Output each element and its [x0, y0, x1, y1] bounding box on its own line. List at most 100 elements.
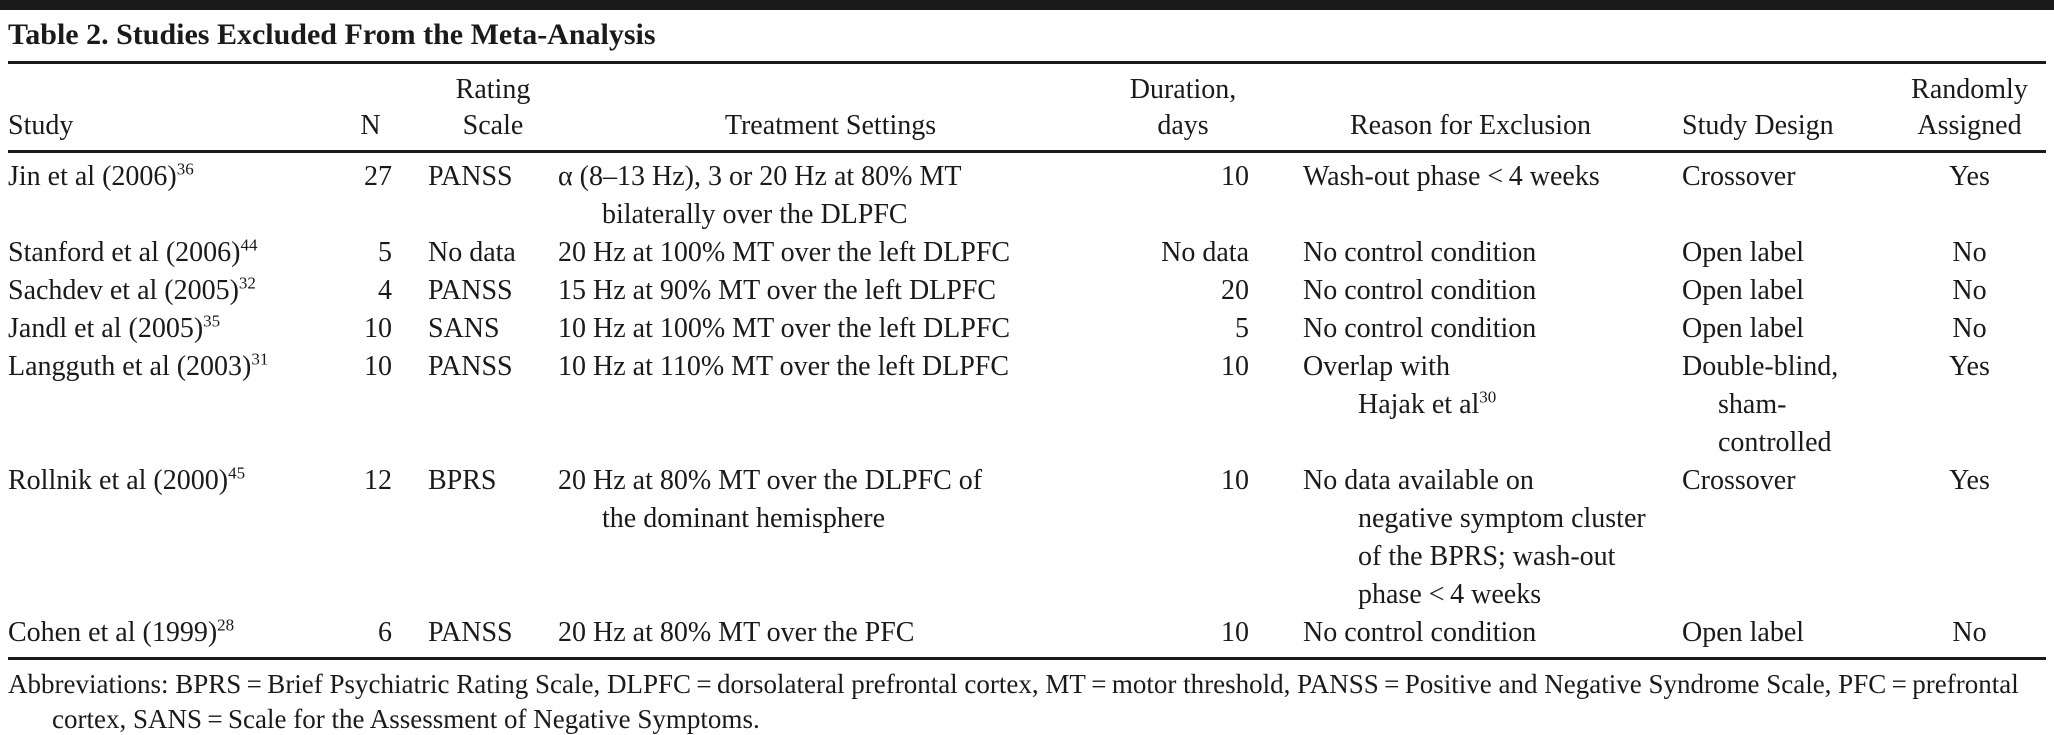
header-line: Randomly	[1911, 74, 2028, 105]
cell-study-design: Crossover	[1678, 152, 1893, 235]
cell-reason-for-exclusion: No control condition	[1263, 234, 1678, 272]
reason-text: Hajak et al	[1358, 389, 1480, 420]
cell-reason-for-exclusion: No control condition	[1263, 310, 1678, 348]
study-name: Jandl et al (2005)	[8, 313, 204, 344]
cell-reason-for-exclusion: No data available on negative symptom cl…	[1263, 462, 1678, 614]
cell-treatment-settings: 20 Hz at 100% MT over the left DLPFC	[558, 234, 1103, 272]
col-header-study-design: Study Design	[1678, 64, 1893, 153]
study-name: Langguth et al (2003)	[8, 351, 252, 382]
cell-n: 5	[378, 237, 392, 268]
reason-line: No control condition	[1303, 237, 1537, 268]
reason-line: Overlap with	[1303, 351, 1450, 382]
col-header-study: Study	[8, 64, 343, 153]
header-line: Duration,	[1129, 74, 1237, 105]
reason-line: phase < 4 weeks	[1358, 579, 1542, 610]
col-header-randomly-assigned: Randomly Assigned	[1893, 64, 2046, 153]
reason-line: of the BPRS; wash-out	[1358, 541, 1616, 572]
table-row: Stanford et al (2006)44 5 No data 20 Hz …	[8, 234, 2046, 272]
treatment-line: 20 Hz at 80% MT over the PFC	[558, 617, 915, 648]
cell-duration: 10	[1221, 351, 1249, 382]
cell-randomly-assigned: Yes	[1949, 161, 1990, 192]
reference-superscript: 31	[251, 349, 269, 369]
cell-study: Sachdev et al (2005)32	[8, 272, 343, 310]
design-line: Open label	[1682, 275, 1805, 306]
table-row: Rollnik et al (2000)45 12 BPRS 20 Hz at …	[8, 462, 2046, 614]
treatment-line: 20 Hz at 80% MT over the DLPFC of	[558, 465, 983, 496]
reason-line: Wash-out phase < 4 weeks	[1303, 161, 1600, 192]
table-row: Jandl et al (2005)35 10 SANS 10 Hz at 10…	[8, 310, 2046, 348]
treatment-line: 20 Hz at 100% MT over the left DLPFC	[558, 237, 1011, 268]
reference-superscript: 28	[217, 615, 235, 635]
table-row: Jin et al (2006)36 27 PANSS α (8–13 Hz),…	[8, 152, 2046, 235]
cell-study: Rollnik et al (2000)45	[8, 462, 343, 614]
study-name: Jin et al (2006)	[8, 161, 177, 192]
cell-treatment-settings: 10 Hz at 110% MT over the left DLPFC	[558, 348, 1103, 462]
table-body: Jin et al (2006)36 27 PANSS α (8–13 Hz),…	[8, 152, 2046, 660]
treatment-line: bilaterally over the DLPFC	[602, 199, 908, 230]
cell-n: 6	[343, 614, 398, 660]
reference-superscript: 35	[203, 311, 221, 331]
header-line: Assigned	[1917, 110, 2022, 141]
cell-study-design: Open label	[1678, 614, 1893, 660]
cell-reason-for-exclusion: No control condition	[1263, 614, 1678, 660]
study-name: Cohen et al (1999)	[8, 617, 218, 648]
design-line: Crossover	[1682, 161, 1796, 192]
design-line: Double-blind,	[1682, 351, 1839, 382]
header-line: days	[1157, 110, 1209, 141]
design-line: Open label	[1682, 237, 1805, 268]
reason-line: No data available on	[1303, 465, 1534, 496]
study-name: Rollnik et al (2000)	[8, 465, 229, 496]
design-line: Open label	[1682, 617, 1805, 648]
cell-rating-scale: PANSS	[428, 161, 513, 192]
col-header-rating-scale: Rating Scale	[398, 64, 558, 153]
reference-superscript: 45	[228, 463, 246, 483]
cell-treatment-settings: α (8–13 Hz), 3 or 20 Hz at 80% MT bilate…	[558, 152, 1103, 235]
table-title: Table 2. Studies Excluded From the Meta-…	[8, 10, 2046, 64]
cell-randomly-assigned: Yes	[1949, 465, 1990, 496]
cell-study-design: Open label	[1678, 272, 1893, 310]
treatment-line: α (8–13 Hz), 3 or 20 Hz at 80% MT	[558, 161, 962, 192]
cell-study: Langguth et al (2003)31	[8, 348, 343, 462]
cell-reason-for-exclusion: No control condition	[1263, 272, 1678, 310]
study-name: Stanford et al (2006)	[8, 237, 241, 268]
table-row: Langguth et al (2003)31 10 PANSS 10 Hz a…	[8, 348, 2046, 462]
cell-treatment-settings: 15 Hz at 90% MT over the left DLPFC	[558, 272, 1103, 310]
study-name: Sachdev et al (2005)	[8, 275, 239, 306]
cell-rating-scale: BPRS	[428, 465, 497, 496]
treatment-line: the dominant hemisphere	[602, 503, 886, 534]
cell-rating-scale: PANSS	[428, 275, 513, 306]
cell-study: Jin et al (2006)36	[8, 152, 343, 235]
header-line: Scale	[462, 110, 524, 141]
table-header: Study N Rating Scale Treatment Settings …	[8, 64, 2046, 153]
cell-duration: No data	[1161, 237, 1249, 268]
treatment-line: 10 Hz at 100% MT over the left DLPFC	[558, 313, 1011, 344]
cell-rating-scale: PANSS	[428, 351, 513, 382]
cell-rating-scale: PANSS	[398, 614, 558, 660]
cell-reason-for-exclusion: Wash-out phase < 4 weeks	[1263, 152, 1678, 235]
cell-n: 27	[364, 161, 392, 192]
cell-randomly-assigned: No	[1893, 614, 2046, 660]
cell-study-design: Open label	[1678, 310, 1893, 348]
design-line: sham-	[1718, 389, 1787, 420]
cell-rating-scale: No data	[428, 237, 516, 268]
cell-study-design: Open label	[1678, 234, 1893, 272]
header-row: Study N Rating Scale Treatment Settings …	[8, 64, 2046, 153]
cell-study: Jandl et al (2005)35	[8, 310, 343, 348]
reason-line: No control condition	[1303, 617, 1537, 648]
cell-study-design: Double-blind, sham- controlled	[1678, 348, 1893, 462]
design-line: Crossover	[1682, 465, 1796, 496]
cell-reason-for-exclusion: Overlap with Hajak et al30	[1263, 348, 1678, 462]
cell-duration: 20	[1221, 275, 1249, 306]
cell-n: 12	[364, 465, 392, 496]
cell-duration: 10	[1221, 161, 1249, 192]
reference-superscript: 44	[240, 235, 258, 255]
reason-line: No control condition	[1303, 275, 1537, 306]
reference-superscript: 36	[176, 159, 194, 179]
abbreviations-footnote: Abbreviations: BPRS = Brief Psychiatric …	[8, 660, 2046, 735]
design-line: controlled	[1718, 427, 1832, 458]
reason-line: negative symptom cluster	[1358, 503, 1646, 534]
cell-n: 4	[378, 275, 392, 306]
cell-randomly-assigned: No	[1952, 313, 1987, 344]
treatment-line: 10 Hz at 110% MT over the left DLPFC	[558, 351, 1010, 382]
